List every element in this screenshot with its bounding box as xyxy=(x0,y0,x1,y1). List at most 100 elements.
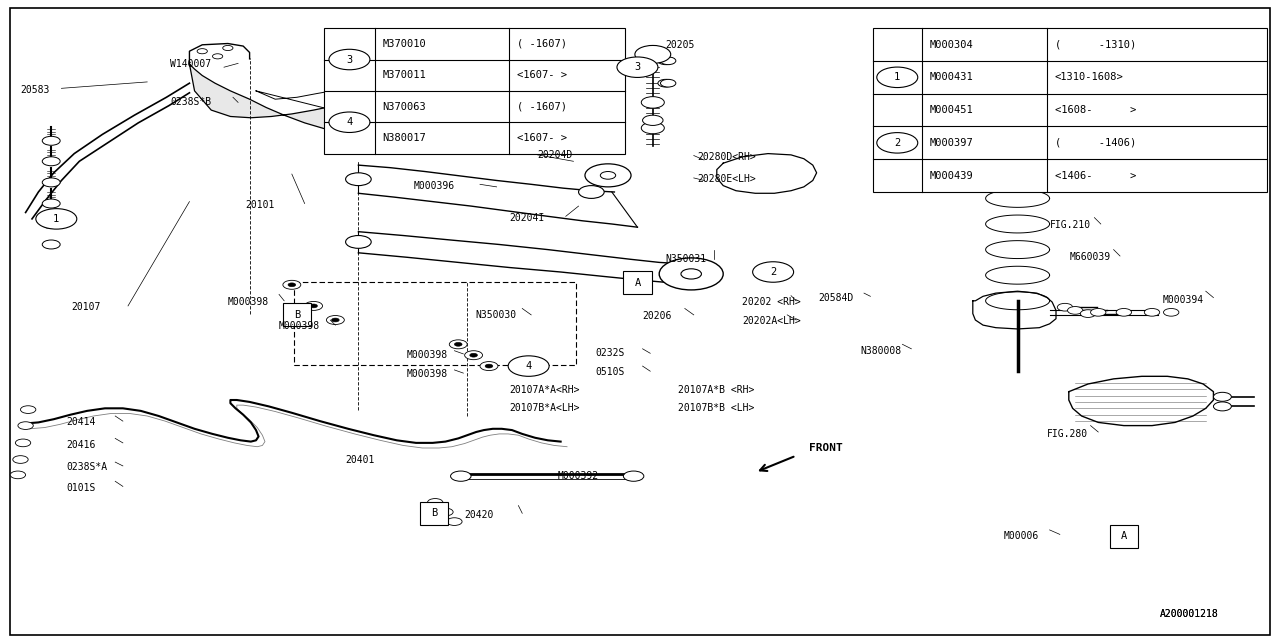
Bar xyxy=(283,303,311,326)
Text: M000392: M000392 xyxy=(558,470,599,481)
Circle shape xyxy=(623,471,644,481)
Text: A: A xyxy=(1121,531,1126,541)
Text: A: A xyxy=(635,278,640,288)
Circle shape xyxy=(1091,308,1106,316)
Text: B: B xyxy=(431,508,436,518)
Circle shape xyxy=(585,164,631,187)
Text: W140007: W140007 xyxy=(170,59,211,69)
Circle shape xyxy=(579,186,604,198)
Circle shape xyxy=(305,301,323,310)
Text: 20107B*A<LH>: 20107B*A<LH> xyxy=(509,403,580,413)
Circle shape xyxy=(42,157,60,166)
Text: 1: 1 xyxy=(895,72,900,83)
Text: M00006: M00006 xyxy=(1004,531,1039,541)
Circle shape xyxy=(42,240,60,249)
Text: 20420: 20420 xyxy=(465,509,494,520)
Circle shape xyxy=(223,45,233,51)
Polygon shape xyxy=(189,64,570,154)
Circle shape xyxy=(326,316,344,324)
Circle shape xyxy=(428,499,443,506)
Circle shape xyxy=(10,471,26,479)
Text: FIG.280: FIG.280 xyxy=(1047,429,1088,439)
Circle shape xyxy=(753,262,794,282)
Text: 0238S*A: 0238S*A xyxy=(67,462,108,472)
Text: (      -1310): ( -1310) xyxy=(1055,40,1135,49)
Bar xyxy=(420,502,448,525)
Circle shape xyxy=(451,471,471,481)
Text: 0238S*B: 0238S*B xyxy=(170,97,211,108)
Text: 20107: 20107 xyxy=(72,302,101,312)
Text: <1608-      >: <1608- > xyxy=(1055,105,1135,115)
Text: M370010: M370010 xyxy=(383,39,426,49)
Circle shape xyxy=(310,304,317,308)
Text: M000431: M000431 xyxy=(929,72,973,83)
Text: M000304: M000304 xyxy=(929,40,973,49)
Circle shape xyxy=(877,67,918,88)
Circle shape xyxy=(1005,77,1030,90)
Text: ( -1607): ( -1607) xyxy=(517,39,567,49)
Circle shape xyxy=(42,199,60,208)
Circle shape xyxy=(658,57,673,65)
Circle shape xyxy=(643,115,663,125)
Circle shape xyxy=(485,364,493,368)
Circle shape xyxy=(18,422,33,429)
Text: N380017: N380017 xyxy=(383,133,426,143)
Text: M000439: M000439 xyxy=(929,171,973,180)
Text: 2: 2 xyxy=(895,138,900,148)
Text: 20204D: 20204D xyxy=(538,150,573,160)
Text: A200001218: A200001218 xyxy=(1160,609,1219,620)
Bar xyxy=(623,271,652,294)
Text: M000398: M000398 xyxy=(407,369,448,380)
Circle shape xyxy=(681,269,701,279)
Text: M000397: M000397 xyxy=(929,138,973,148)
Text: 20107B*B <LH>: 20107B*B <LH> xyxy=(678,403,755,413)
Text: N380008: N380008 xyxy=(860,346,901,356)
Circle shape xyxy=(212,54,223,59)
Bar xyxy=(1110,525,1138,548)
Text: M660039: M660039 xyxy=(1070,252,1111,262)
Circle shape xyxy=(42,220,60,228)
Text: <1607- >: <1607- > xyxy=(517,133,567,143)
Circle shape xyxy=(480,362,498,371)
Text: N350031: N350031 xyxy=(666,254,707,264)
Circle shape xyxy=(1144,308,1160,316)
Circle shape xyxy=(600,172,616,179)
Circle shape xyxy=(640,48,666,61)
Circle shape xyxy=(1164,308,1179,316)
Text: 20101: 20101 xyxy=(246,200,275,210)
Circle shape xyxy=(454,342,462,346)
Text: 20583: 20583 xyxy=(20,84,50,95)
Text: M000398: M000398 xyxy=(407,350,448,360)
Text: 1: 1 xyxy=(54,214,59,224)
Text: 0510S: 0510S xyxy=(595,367,625,378)
Circle shape xyxy=(15,439,31,447)
Circle shape xyxy=(288,283,296,287)
Text: 4: 4 xyxy=(347,117,352,127)
Circle shape xyxy=(1213,402,1231,411)
Circle shape xyxy=(42,178,60,187)
Circle shape xyxy=(20,406,36,413)
Circle shape xyxy=(346,236,371,248)
Circle shape xyxy=(1116,308,1132,316)
Circle shape xyxy=(329,49,370,70)
Circle shape xyxy=(641,122,664,134)
Circle shape xyxy=(1080,310,1096,317)
Text: 4: 4 xyxy=(526,361,531,371)
Text: FRONT: FRONT xyxy=(809,443,842,453)
Circle shape xyxy=(465,351,483,360)
Bar xyxy=(873,28,1267,192)
Text: 20401: 20401 xyxy=(346,454,375,465)
Text: 3: 3 xyxy=(635,62,640,72)
Text: 2: 2 xyxy=(771,267,776,277)
Text: <1310-1608>: <1310-1608> xyxy=(1055,72,1124,83)
Text: M000398: M000398 xyxy=(228,297,269,307)
Text: 20280E<LH>: 20280E<LH> xyxy=(698,174,756,184)
Text: FIG.210: FIG.210 xyxy=(1050,220,1091,230)
Circle shape xyxy=(329,112,370,132)
Bar xyxy=(324,28,625,154)
Circle shape xyxy=(635,45,671,63)
Circle shape xyxy=(447,518,462,525)
Circle shape xyxy=(659,258,723,290)
Circle shape xyxy=(36,209,77,229)
Text: 20202 <RH>: 20202 <RH> xyxy=(742,297,801,307)
